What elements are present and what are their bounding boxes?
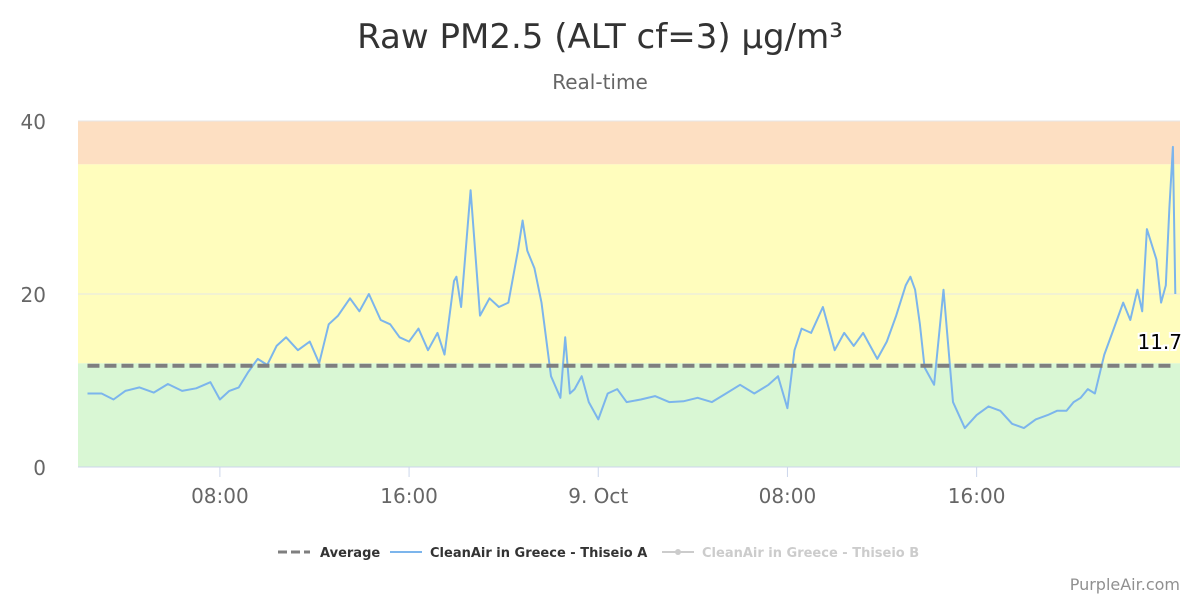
legend: Average CleanAir in Greece - Thiseio A C… — [278, 546, 919, 561]
x-axis-ticks: 08:00 16:00 9. Oct 08:00 16:00 — [191, 467, 1005, 508]
series-layer — [87, 145, 1177, 430]
aqi-band-2 — [78, 121, 1180, 165]
average-data-label: 11.7 — [1137, 330, 1182, 354]
x-tick-label-4: 16:00 — [948, 484, 1006, 508]
legend-item-thiseio-a[interactable]: CleanAir in Greece - Thiseio A — [390, 546, 647, 561]
aqi-band-1 — [78, 164, 1180, 364]
legend-average-label: Average — [320, 546, 380, 561]
y-tick-label-0: 0 — [33, 456, 46, 480]
legend-thiseio-b-label: CleanAir in Greece - Thiseio B — [702, 546, 919, 561]
grid-lines — [78, 120, 1180, 295]
aqi-band-0 — [78, 363, 1180, 467]
legend-thiseio-b-marker — [675, 549, 681, 555]
series-line-thiseio-a — [87, 145, 1177, 430]
y-tick-label-2: 40 — [21, 110, 46, 134]
plot-bands — [78, 121, 1180, 467]
legend-item-thiseio-b[interactable]: CleanAir in Greece - Thiseio B — [662, 546, 919, 561]
y-tick-label-1: 20 — [21, 283, 46, 307]
legend-item-average[interactable]: Average — [278, 546, 380, 561]
credit-link[interactable]: PurpleAir.com — [1070, 575, 1180, 594]
chart-title: Raw PM2.5 (ALT cf=3) µg/m³ — [357, 17, 843, 57]
x-tick-label-1: 16:00 — [380, 484, 438, 508]
y-axis-labels: 0 20 40 — [21, 110, 46, 480]
x-tick-label-3: 08:00 — [759, 484, 817, 508]
x-tick-label-0: 08:00 — [191, 484, 249, 508]
x-tick-label-2: 9. Oct — [568, 484, 628, 508]
chart-subtitle: Real-time — [552, 70, 648, 94]
legend-thiseio-a-label: CleanAir in Greece - Thiseio A — [430, 546, 647, 561]
